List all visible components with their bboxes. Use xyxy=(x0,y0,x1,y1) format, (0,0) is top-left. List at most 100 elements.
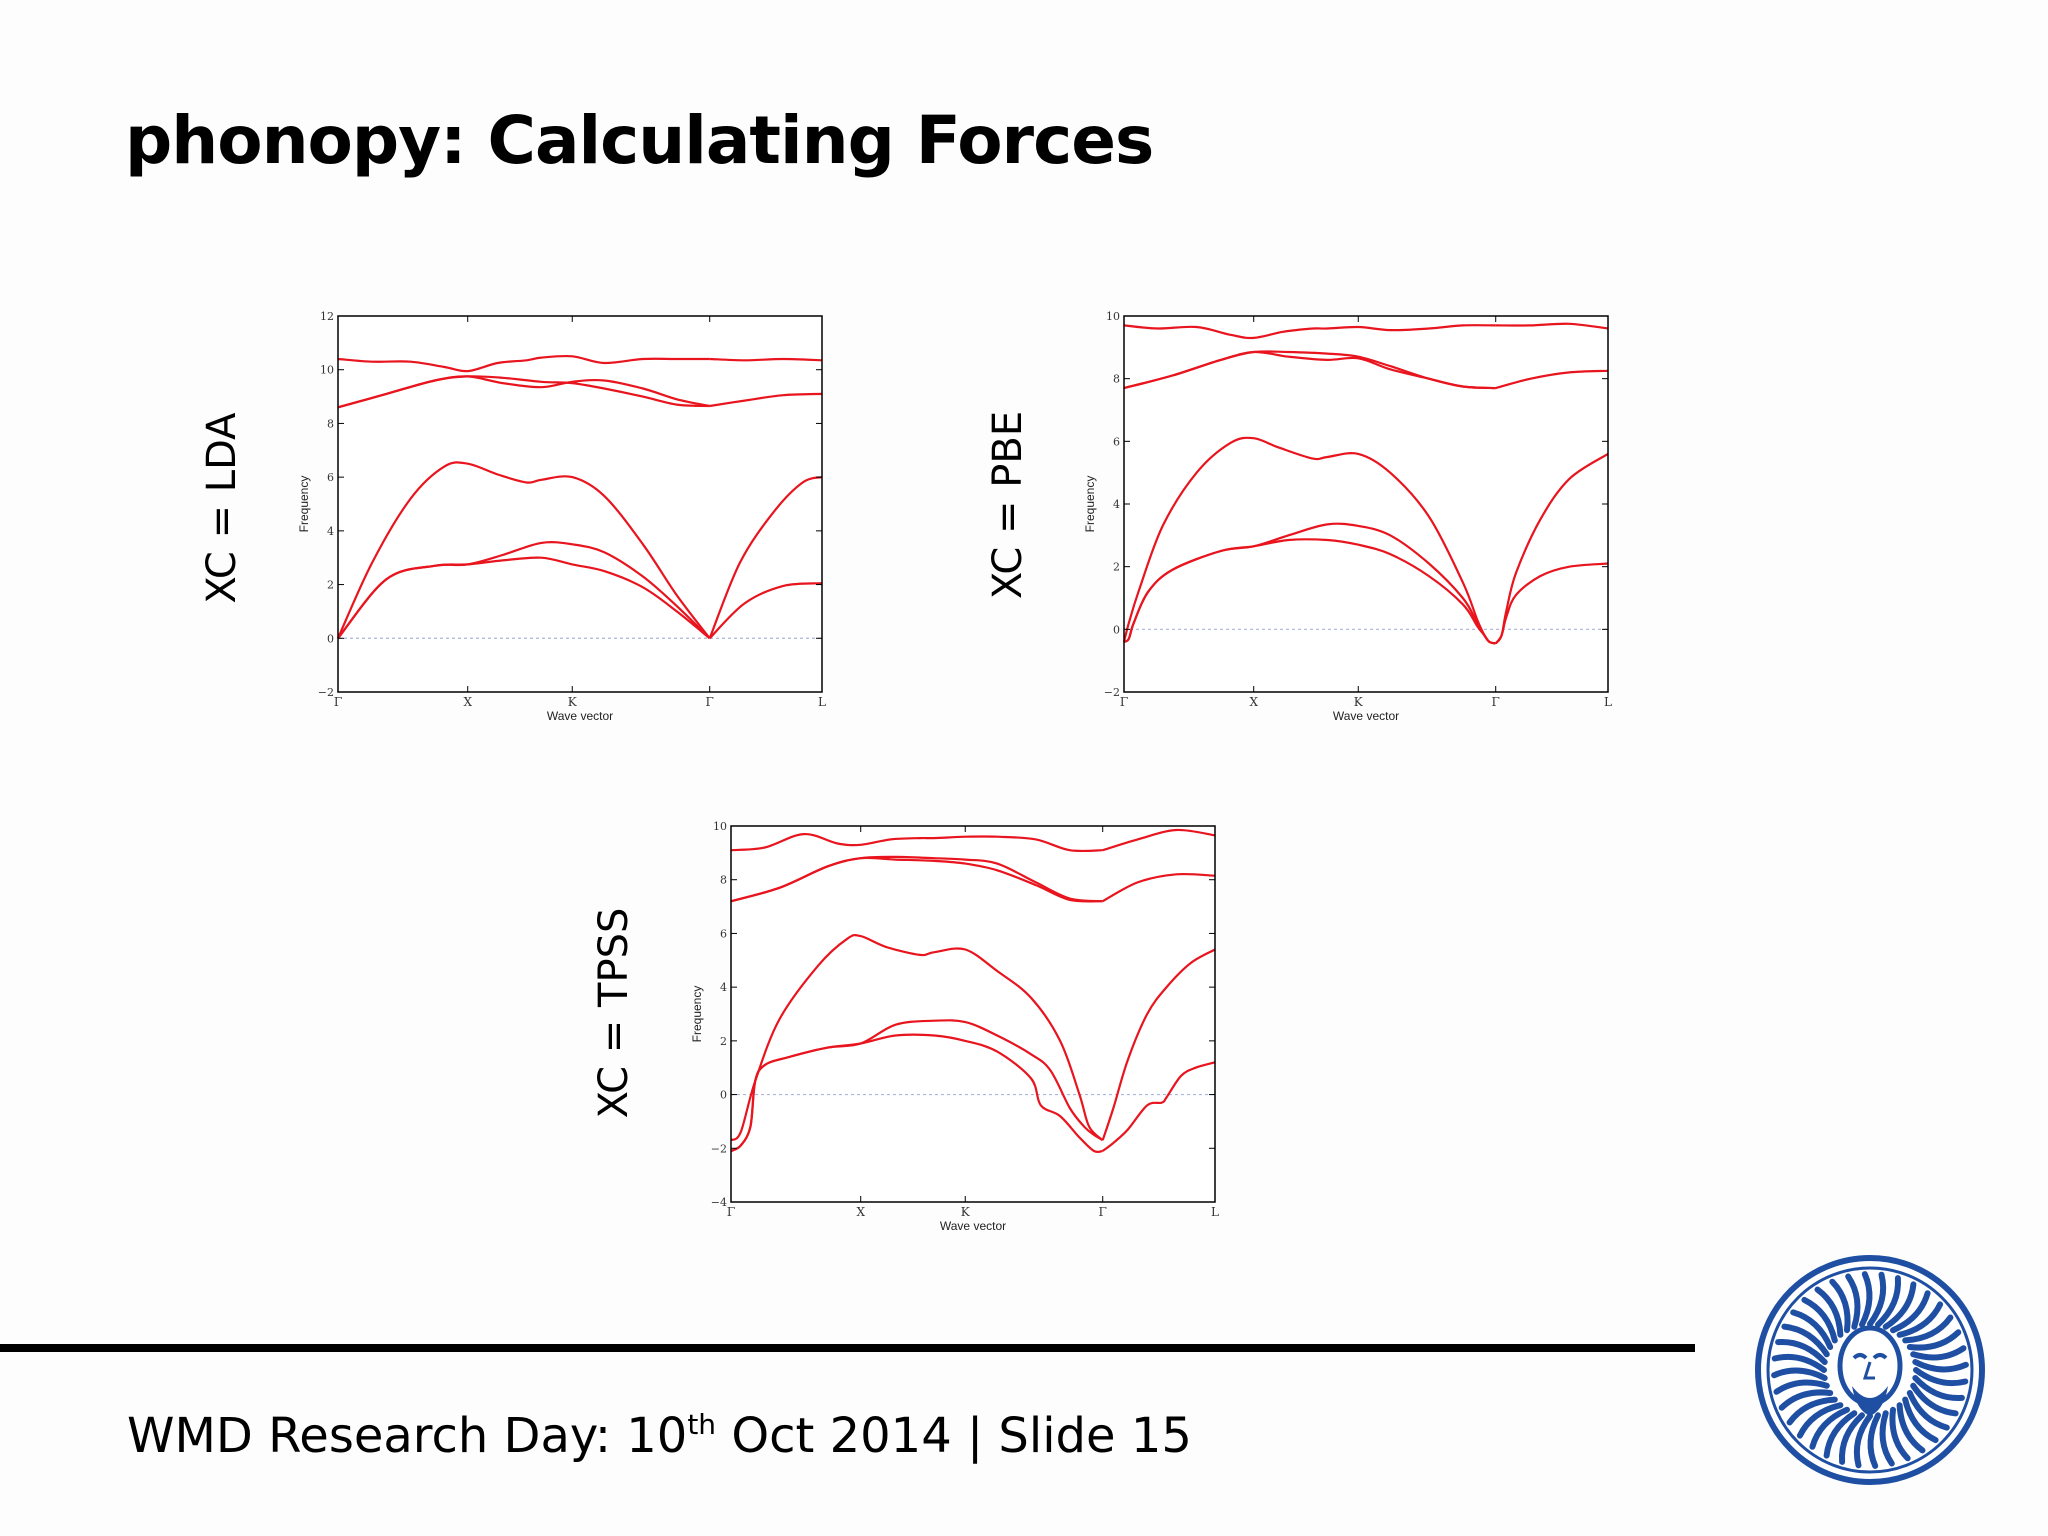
band-line-7 xyxy=(730,855,1103,903)
seal-ray xyxy=(1889,1406,1911,1462)
band-line-3 xyxy=(336,461,711,639)
y-tick-label: 12 xyxy=(320,310,334,323)
x-tick-label: L xyxy=(818,695,826,709)
y-axis-label: Frequency xyxy=(297,476,311,533)
seal-ray xyxy=(1906,1329,1962,1351)
xc-tpss-label: XC = TPSS xyxy=(591,907,637,1119)
seal-ray xyxy=(1910,1345,1967,1361)
seal-ray xyxy=(1867,1271,1887,1327)
seal-ray xyxy=(1859,1271,1873,1328)
band-line-5 xyxy=(1101,948,1216,1141)
y-tick-label: 6 xyxy=(327,471,334,484)
y-tick-label: 6 xyxy=(1113,435,1120,448)
y-tick-label: 0 xyxy=(720,1089,727,1102)
band-line-10 xyxy=(1102,828,1216,852)
plot-frame xyxy=(730,825,1216,1203)
y-axis-label: Frequency xyxy=(690,986,704,1043)
x-tick-label: Γ xyxy=(1492,695,1500,709)
y-tick-label: 8 xyxy=(327,417,334,430)
y-tick-label: 4 xyxy=(720,981,727,994)
seal-ray xyxy=(1778,1389,1834,1411)
x-tick-label: Γ xyxy=(727,1205,735,1219)
band-line-7 xyxy=(337,375,710,409)
footer-suffix: Oct 2014 | Slide 15 xyxy=(716,1408,1192,1464)
seal-ray xyxy=(1809,1406,1850,1450)
seal-ray xyxy=(1853,1413,1873,1469)
seal-ray xyxy=(1796,1402,1844,1439)
x-axis-label: Wave vector xyxy=(547,709,613,723)
seal-ray xyxy=(1902,1314,1954,1344)
band-line-8 xyxy=(1123,324,1496,340)
seal-ray xyxy=(1823,1410,1858,1459)
plot-area xyxy=(338,316,822,692)
x-tick-label: X xyxy=(463,695,472,709)
plot-area xyxy=(731,826,1215,1202)
pbe-band-chart: −2 0 2 4 6 8 10 Γ X K Γ L Wave vector Frequency xyxy=(1083,310,1612,723)
seal-ray xyxy=(1839,1412,1865,1465)
x-axis-label: Wave vector xyxy=(940,1219,1006,1233)
plot-area xyxy=(1124,316,1608,692)
seal-ray xyxy=(1790,1309,1834,1350)
x-tick-label: K xyxy=(568,695,578,709)
seal-ray xyxy=(1814,1286,1844,1338)
seal-ray xyxy=(1829,1278,1851,1334)
seal-ray xyxy=(1845,1273,1861,1330)
y-tick-label: 2 xyxy=(1113,561,1120,574)
y-tick-label: 4 xyxy=(327,525,334,538)
lda-band-chart: −2 0 2 4 6 8 10 12 Γ X K Γ L Wave vector Frequency xyxy=(297,310,826,723)
x-tick-label: Γ xyxy=(706,695,714,709)
y-tick-label: 0 xyxy=(1113,623,1120,636)
band-line-10 xyxy=(1495,322,1609,330)
seal-ray xyxy=(1775,1339,1828,1365)
tpss-band-chart: −4 −2 0 2 4 6 8 10 Γ X K Γ L Wave vector Frequency xyxy=(690,820,1219,1233)
band-line-9 xyxy=(709,392,823,408)
y-tick-label: 0 xyxy=(327,632,334,645)
seal-ray xyxy=(1913,1367,1969,1387)
band-line-7 xyxy=(1123,350,1496,390)
band-line-5 xyxy=(708,476,823,639)
seal-ray xyxy=(1896,1402,1926,1454)
y-tick-label: 8 xyxy=(1113,373,1120,386)
x-tick-label: L xyxy=(1604,695,1612,709)
x-tick-label: Γ xyxy=(1120,695,1128,709)
x-tick-label: Γ xyxy=(1099,1205,1107,1219)
x-axis-label: Wave vector xyxy=(1333,709,1399,723)
x-tick-label: X xyxy=(1249,695,1258,709)
seal-ray xyxy=(1910,1382,1959,1417)
seal-ray xyxy=(1882,1281,1917,1330)
y-tick-label: 8 xyxy=(720,874,727,887)
band-line-8 xyxy=(730,832,1103,853)
band-line-2 xyxy=(337,541,711,640)
seal-ray xyxy=(1771,1367,1828,1381)
seal-ray xyxy=(1781,1323,1830,1358)
y-tick-label: 4 xyxy=(1113,498,1120,511)
band-line-5 xyxy=(1494,452,1609,645)
seal-ray xyxy=(1912,1359,1969,1373)
seal-ray xyxy=(1867,1412,1881,1469)
seal-ray xyxy=(1786,1396,1838,1426)
seal-ray xyxy=(1906,1390,1950,1431)
seal-ray xyxy=(1879,1410,1895,1467)
y-tick-label: 2 xyxy=(720,1035,727,1048)
x-tick-label: K xyxy=(1354,695,1364,709)
band-line-8 xyxy=(337,354,710,373)
band-line-9 xyxy=(1495,369,1609,390)
band-line-10 xyxy=(709,357,823,362)
x-tick-label: X xyxy=(856,1205,865,1219)
band-line-4 xyxy=(1102,1061,1216,1152)
seal-ray xyxy=(1890,1290,1931,1334)
y-tick-label: 6 xyxy=(720,927,727,940)
seal-ray xyxy=(1773,1379,1830,1395)
y-tick-label: 10 xyxy=(713,820,727,833)
footer-rule xyxy=(0,1344,1695,1352)
seal-ray xyxy=(1912,1375,1965,1401)
y-tick-label: −2 xyxy=(318,686,334,699)
x-tick-label: K xyxy=(961,1205,971,1219)
band-line-4 xyxy=(708,582,823,640)
footer-prefix: WMD Research Day: 10 xyxy=(127,1408,688,1464)
x-tick-label: L xyxy=(1211,1205,1219,1219)
seal-ray xyxy=(1771,1353,1827,1373)
x-tick-label: Γ xyxy=(334,695,342,709)
y-tick-label: 10 xyxy=(1106,310,1120,323)
footer-text: WMD Research Day: 10th Oct 2014 | Slide … xyxy=(127,1411,1192,1461)
